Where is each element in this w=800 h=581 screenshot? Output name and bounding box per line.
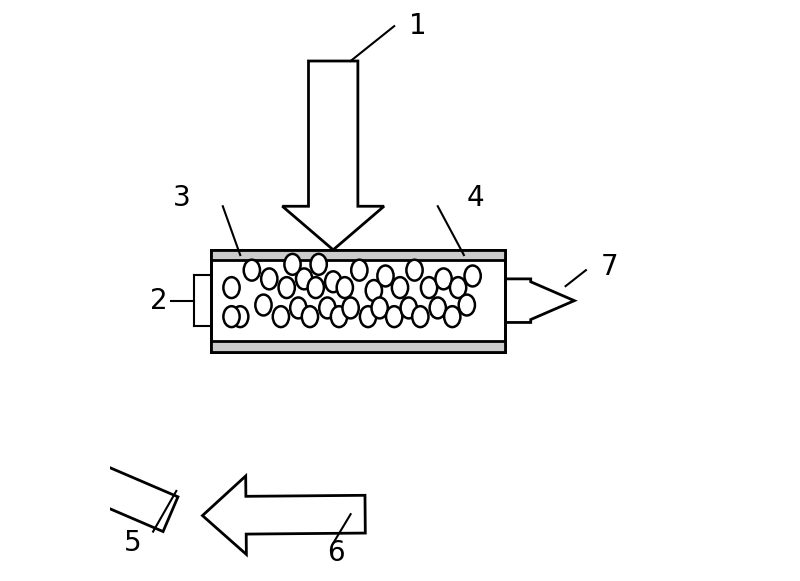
Ellipse shape <box>308 277 324 298</box>
Bar <box>211 341 505 352</box>
Ellipse shape <box>273 306 289 327</box>
Ellipse shape <box>421 277 437 298</box>
Ellipse shape <box>284 254 301 275</box>
Ellipse shape <box>331 306 347 327</box>
Polygon shape <box>505 279 574 322</box>
Ellipse shape <box>325 271 342 292</box>
Polygon shape <box>8 426 178 532</box>
Bar <box>211 250 505 260</box>
Ellipse shape <box>406 260 422 281</box>
Text: 1: 1 <box>409 12 426 40</box>
Ellipse shape <box>223 277 240 298</box>
Ellipse shape <box>392 277 408 298</box>
Polygon shape <box>282 61 384 250</box>
Text: 7: 7 <box>601 253 618 281</box>
Ellipse shape <box>450 277 466 298</box>
Ellipse shape <box>366 280 382 301</box>
Ellipse shape <box>444 306 461 327</box>
Ellipse shape <box>386 306 402 327</box>
Text: 6: 6 <box>327 539 345 567</box>
Text: 5: 5 <box>124 529 142 557</box>
Ellipse shape <box>378 266 394 286</box>
Ellipse shape <box>371 297 388 318</box>
Text: 4: 4 <box>467 184 485 211</box>
Ellipse shape <box>465 266 481 286</box>
Ellipse shape <box>458 295 475 315</box>
Ellipse shape <box>232 306 248 327</box>
Ellipse shape <box>360 306 376 327</box>
Ellipse shape <box>351 260 367 281</box>
Bar <box>211 250 505 352</box>
Ellipse shape <box>223 306 240 327</box>
Ellipse shape <box>401 297 417 318</box>
Text: 2: 2 <box>150 286 168 315</box>
Text: 3: 3 <box>173 184 191 211</box>
Ellipse shape <box>342 297 358 318</box>
Polygon shape <box>202 476 366 554</box>
Ellipse shape <box>261 268 278 289</box>
Ellipse shape <box>319 297 335 318</box>
Ellipse shape <box>302 306 318 327</box>
Ellipse shape <box>430 297 446 318</box>
Ellipse shape <box>296 268 312 289</box>
Ellipse shape <box>278 277 295 298</box>
Ellipse shape <box>435 268 452 289</box>
Ellipse shape <box>244 260 260 281</box>
Ellipse shape <box>337 277 353 298</box>
Ellipse shape <box>290 297 306 318</box>
Ellipse shape <box>255 295 271 315</box>
Ellipse shape <box>412 306 429 327</box>
Ellipse shape <box>310 254 326 275</box>
